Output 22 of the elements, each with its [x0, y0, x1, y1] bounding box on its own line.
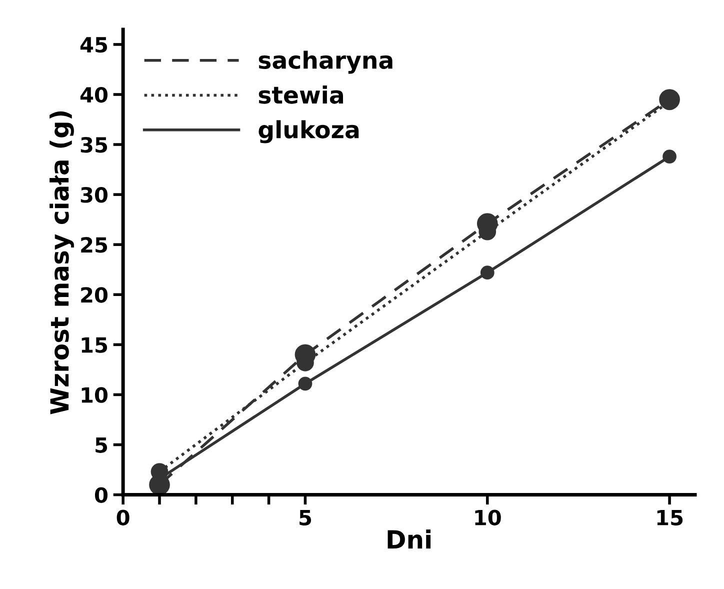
legend-label: sacharyna	[258, 50, 392, 74]
x-tick-label: 15	[657, 510, 683, 526]
y-tick-label: 0	[94, 487, 108, 503]
y-axis-title: Wzrost masy ciała (g)	[50, 111, 74, 414]
legend-label: glukoza	[258, 120, 359, 144]
y-tick-label: 45	[80, 37, 108, 53]
point	[662, 150, 676, 164]
x-tick-label: 10	[475, 510, 501, 526]
y-tick-label: 5	[96, 437, 108, 453]
x-tick-label: 0	[116, 510, 130, 526]
legend-label: stewia	[258, 86, 343, 104]
y-tick-label: 15	[82, 337, 108, 353]
x-tick-label: 5	[300, 510, 312, 526]
y-tick-label: 25	[81, 237, 108, 253]
point	[298, 376, 312, 391]
y-tick-label: 20	[81, 287, 108, 303]
x-axis-title: Dni	[388, 530, 431, 548]
y-tick-label: 40	[80, 86, 108, 103]
y-tick-label: 35	[80, 136, 108, 153]
y-tick-label: 10	[82, 387, 108, 403]
y-tick-label: 30	[80, 187, 108, 203]
point	[480, 266, 494, 280]
